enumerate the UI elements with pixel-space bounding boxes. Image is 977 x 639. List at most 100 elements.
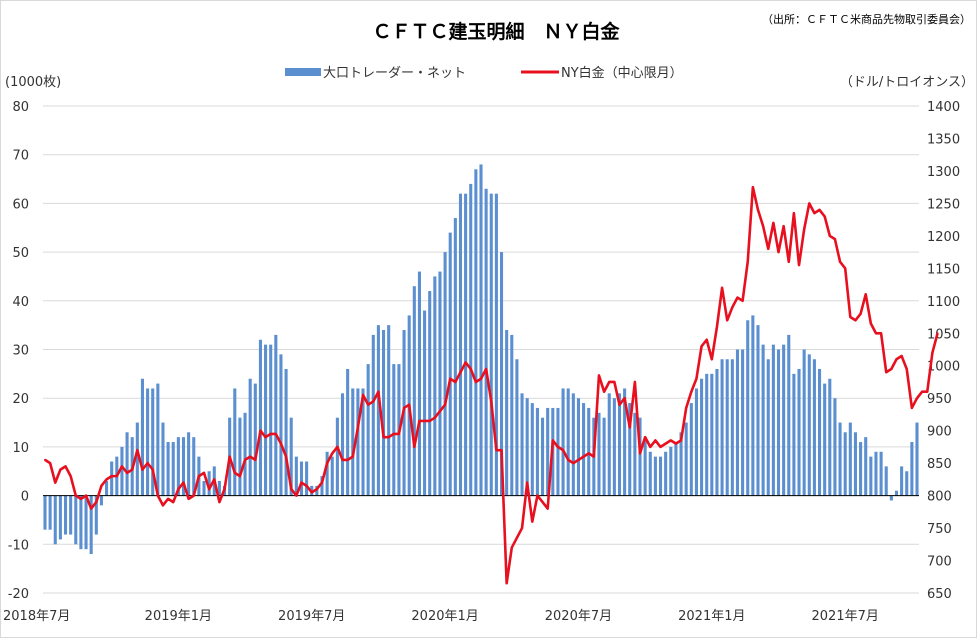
net-position-bar <box>658 456 663 496</box>
price-point <box>869 322 872 325</box>
price-point <box>382 436 385 439</box>
price-point <box>290 488 293 491</box>
price-point <box>859 312 862 315</box>
price-point <box>115 475 118 478</box>
price-point <box>223 488 226 491</box>
net-position-bar <box>161 422 165 496</box>
net-position-bar <box>751 315 755 496</box>
price-point <box>131 468 134 471</box>
price-point <box>167 497 170 500</box>
price-point <box>926 390 929 393</box>
net-position-bar <box>125 432 129 496</box>
net-position-bar <box>176 437 180 496</box>
price-point <box>736 296 739 299</box>
net-position-bar <box>900 466 904 496</box>
price-point <box>551 439 554 442</box>
net-position-bar <box>340 393 345 496</box>
net-position-bar <box>864 437 868 496</box>
price-point <box>495 449 498 452</box>
net-position-bar <box>571 393 575 496</box>
net-position-bar <box>433 276 437 496</box>
left-tick-label: 80 <box>12 100 29 115</box>
net-position-bar <box>284 368 288 496</box>
price-point <box>823 215 826 218</box>
price-point <box>721 286 724 289</box>
price-point <box>597 374 600 377</box>
price-point <box>582 455 585 458</box>
price-point <box>269 432 272 435</box>
price-point <box>274 432 277 435</box>
net-position-bar <box>140 378 144 496</box>
price-point <box>295 494 298 497</box>
price-point <box>172 501 175 504</box>
price-point <box>905 367 908 370</box>
net-position-bar <box>89 495 93 555</box>
price-point <box>474 380 477 383</box>
net-position-bar <box>648 451 652 496</box>
net-position-bar <box>351 388 355 496</box>
price-point <box>664 442 667 445</box>
net-position-bar <box>576 398 580 496</box>
net-position-bar <box>192 437 196 496</box>
price-point <box>772 221 775 224</box>
net-position-bar <box>269 344 273 496</box>
price-point <box>362 393 365 396</box>
net-position-bar <box>48 495 52 530</box>
price-point <box>546 507 549 510</box>
price-point <box>469 367 472 370</box>
price-point <box>105 478 108 481</box>
price-point <box>633 380 636 383</box>
price-point <box>526 481 529 484</box>
price-point <box>618 403 621 406</box>
net-position-bar <box>417 271 421 496</box>
net-position-bar <box>905 471 909 496</box>
net-position-bar <box>720 359 724 496</box>
net-position-bar <box>264 344 268 496</box>
price-point <box>213 478 216 481</box>
net-position-bar <box>679 432 683 496</box>
legend-line-label: NY白金（中心限月） <box>561 65 683 81</box>
price-point <box>674 442 677 445</box>
net-position-bar <box>453 218 457 496</box>
price-point <box>792 212 795 215</box>
price-point <box>69 475 72 478</box>
left-tick-label: 60 <box>12 197 29 212</box>
price-point <box>931 351 934 354</box>
price-point <box>438 410 441 413</box>
net-position-bar <box>479 164 483 496</box>
price-point <box>110 475 113 478</box>
source-note: （出所：ＣＦＴＣ米商品先物取引委員会） <box>762 12 971 26</box>
price-point <box>623 397 626 400</box>
price-point <box>341 458 344 461</box>
net-position-bar <box>499 252 504 496</box>
net-position-bar <box>787 334 791 496</box>
net-position-bar <box>243 412 247 496</box>
price-point <box>833 238 836 241</box>
price-point <box>900 354 903 357</box>
net-position-bar <box>335 417 339 496</box>
price-point <box>864 293 867 296</box>
right-tick-label: 700 <box>927 555 952 570</box>
price-point <box>726 319 729 322</box>
price-point <box>592 455 595 458</box>
price-point <box>669 439 672 442</box>
net-position-bar <box>628 403 632 496</box>
net-position-bar <box>376 325 380 496</box>
net-position-bar <box>812 359 816 496</box>
net-position-bar <box>202 480 206 496</box>
price-point <box>556 445 559 448</box>
price-point <box>233 471 236 474</box>
net-position-bar <box>638 417 642 496</box>
price-point <box>151 468 154 471</box>
right-tick-label: 750 <box>927 522 952 537</box>
price-point <box>203 471 206 474</box>
price-point <box>320 481 323 484</box>
net-position-bar <box>869 456 873 496</box>
price-point <box>49 462 52 465</box>
price-point <box>685 406 688 409</box>
price-point <box>700 345 703 348</box>
price-point <box>141 468 144 471</box>
price-point <box>916 397 918 400</box>
price-point <box>536 494 539 497</box>
